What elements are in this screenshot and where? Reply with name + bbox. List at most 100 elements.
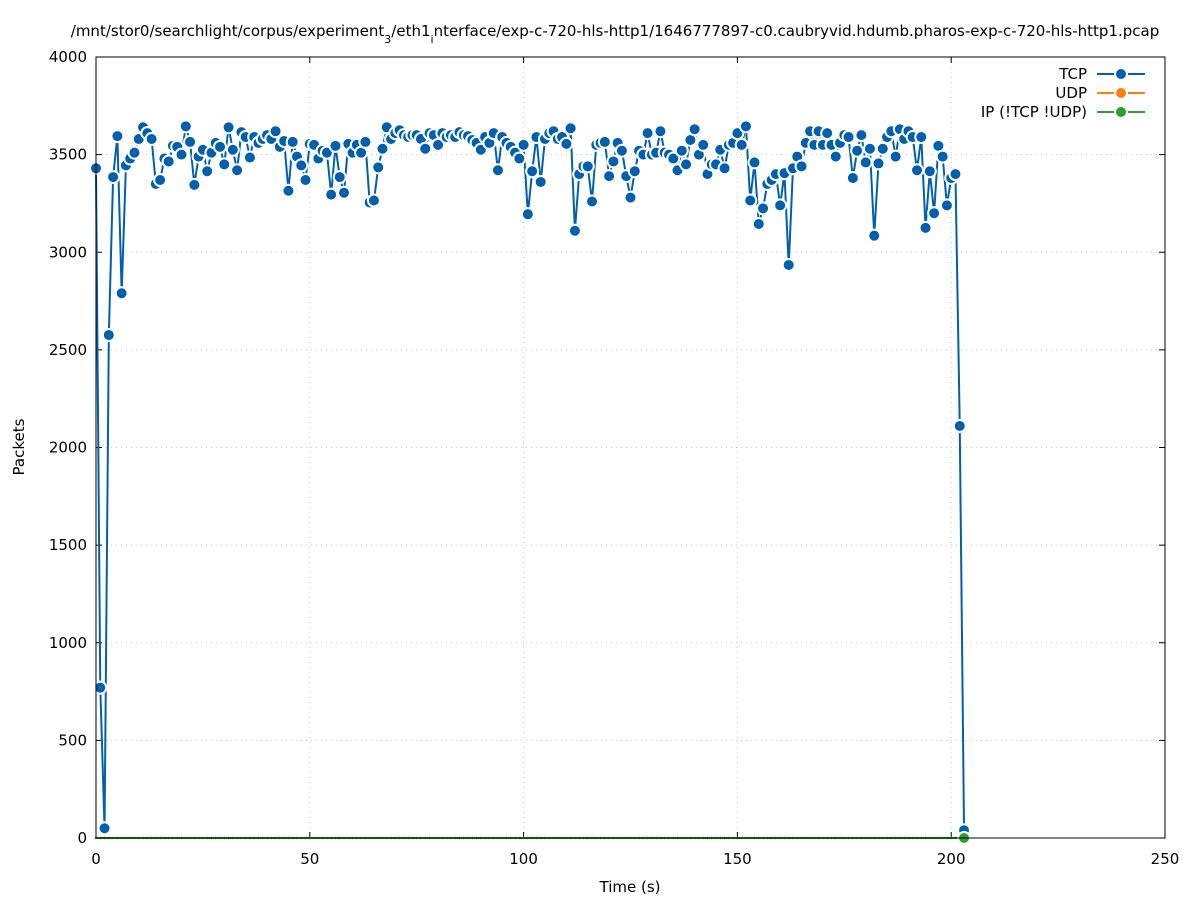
legend-label-tcp: TCP — [1058, 65, 1087, 83]
y-tick-label: 1500 — [49, 536, 87, 554]
data-point-tcp — [696, 137, 711, 152]
data-point-tcp — [153, 173, 168, 188]
data-point-tcp — [674, 143, 689, 158]
title-part: /eth1 — [391, 22, 430, 40]
y-axis-label: Packets — [10, 418, 28, 475]
data-point-tcp — [298, 173, 313, 188]
x-tick-label: 0 — [91, 850, 101, 868]
x-tick-label: 150 — [723, 850, 752, 868]
data-point-tcp — [375, 141, 390, 156]
data-point-tcp — [174, 147, 189, 162]
data-point-tcp — [794, 159, 809, 174]
data-point-tcp — [854, 128, 869, 143]
chart-title: /mnt/stor0/searchlight/corpus/experiment… — [71, 22, 1159, 46]
data-point-tcp — [623, 190, 638, 205]
data-point-tcp — [225, 142, 240, 157]
data-point-tcp — [567, 223, 582, 238]
x-tick-label: 250 — [1151, 850, 1180, 868]
data-point-tcp — [213, 139, 228, 154]
data-point-tcp — [533, 174, 548, 189]
data-point-tcp — [875, 141, 890, 156]
y-tick-label: 2500 — [49, 341, 87, 359]
data-point-tcp — [328, 138, 343, 153]
data-point-tcp — [597, 134, 612, 149]
legend-marker-udp — [1114, 86, 1128, 100]
data-point-tcp — [490, 163, 505, 178]
data-point-tcp — [935, 149, 950, 164]
data-point-tcp — [747, 155, 762, 170]
data-point-tcp — [281, 183, 296, 198]
data-point-tcp — [294, 158, 309, 173]
data-point-tcp — [867, 228, 882, 243]
title-part: nterface/exp-c-720-hls-http1/1646777897-… — [434, 22, 1160, 40]
title-part: i — [431, 33, 434, 46]
data-point-tcp — [101, 328, 116, 343]
data-point-tcp — [948, 167, 963, 182]
data-point-tcp — [862, 141, 877, 156]
data-point-tcp — [520, 207, 535, 222]
data-point-tcp — [106, 170, 121, 185]
grid — [96, 57, 1165, 838]
data-point-tcp — [751, 216, 766, 231]
legend-marker-tcp — [1114, 67, 1128, 81]
data-point-tcp — [183, 134, 198, 149]
series-layer — [89, 119, 972, 845]
data-point-tcp — [687, 122, 702, 137]
data-point-tcp — [114, 286, 129, 301]
data-point-tcp — [606, 154, 621, 169]
data-point-tcp — [653, 124, 668, 139]
x-tick-label: 100 — [509, 850, 538, 868]
data-point-tcp — [922, 164, 937, 179]
data-point-tcp — [431, 137, 446, 152]
series-tcp — [89, 119, 972, 838]
data-point-tcp — [285, 134, 300, 149]
data-point-tcp — [580, 159, 595, 174]
data-point-tcp — [858, 155, 873, 170]
data-point-tcp — [679, 157, 694, 172]
data-point-tcp — [516, 137, 531, 152]
data-point-tcp — [144, 132, 159, 147]
data-point-tcp — [127, 145, 142, 160]
data-point-tcp — [418, 141, 433, 156]
data-point-tcp — [217, 157, 232, 172]
y-tick-label: 4000 — [49, 48, 87, 66]
data-point-tcp — [909, 163, 924, 178]
data-point-tcp — [871, 156, 886, 171]
y-tick-label: 3500 — [49, 146, 87, 164]
x-tick-label: 200 — [937, 850, 966, 868]
y-tick-label: 2000 — [49, 439, 87, 457]
title-part: 3 — [384, 33, 391, 46]
data-point-tcp — [178, 119, 193, 134]
data-point-tcp — [781, 257, 796, 272]
data-point-tcp — [110, 129, 125, 144]
data-point-tcp — [627, 164, 642, 179]
data-point-tcp — [324, 187, 339, 202]
data-point-tcp — [242, 150, 257, 165]
data-point-tcp — [939, 198, 954, 213]
data-point-tcp — [828, 149, 843, 164]
data-point-tcp — [841, 130, 856, 145]
data-point-tcp — [738, 119, 753, 134]
y-tick-label: 1000 — [49, 634, 87, 652]
data-point-tcp — [952, 419, 967, 434]
data-point-tcp — [773, 198, 788, 213]
data-point-tcp — [371, 160, 386, 175]
data-point-tcp — [602, 169, 617, 184]
legend-marker-ip-tcp-udp — [1114, 105, 1128, 119]
data-point-tcp — [717, 161, 732, 176]
data-point-tcp — [230, 163, 245, 178]
data-point-tcp — [918, 220, 933, 235]
data-point-tcp — [734, 137, 749, 152]
data-point-tcp — [97, 821, 112, 836]
data-point-tcp — [845, 171, 860, 186]
data-point-tcp — [756, 201, 771, 216]
data-point-tcp — [93, 680, 108, 695]
data-point-tcp — [221, 120, 236, 135]
x-tick-label: 50 — [300, 850, 319, 868]
data-point-tcp — [820, 126, 835, 141]
data-point-tcp — [187, 177, 202, 192]
legend-label-udp: UDP — [1055, 84, 1087, 102]
data-point-tcp — [512, 151, 527, 166]
